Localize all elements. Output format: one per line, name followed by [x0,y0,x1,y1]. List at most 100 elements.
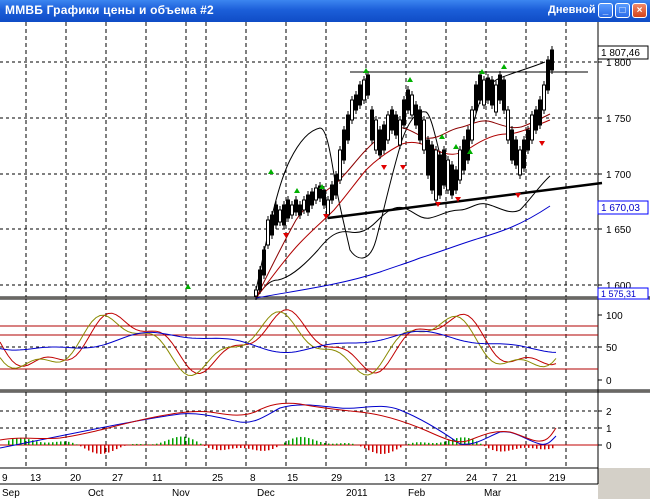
macd-histogram-bar [340,443,342,445]
macd-histogram-bar [488,445,490,449]
candle-body [514,139,518,166]
macd-histogram-bar [104,445,106,454]
x-month-label: Mar [484,488,502,499]
candle-body [446,159,450,191]
osc-tick-50: 50 [606,343,618,354]
macd-histogram-bar [428,442,430,445]
sell-signal-icon [539,141,545,146]
candle-body [422,119,426,151]
candle-body [478,74,482,101]
macd-histogram-bar [164,441,166,445]
x-day-label: 13 [384,473,396,484]
candle-body [454,169,458,191]
candle-body [318,185,322,199]
x-day-label: 9 [560,473,566,484]
candle-body [302,199,306,211]
macd-histogram-bar [200,443,202,445]
candle-body [338,149,342,181]
macd-histogram-bar [244,445,246,449]
candle-body [458,149,462,181]
candle-body [462,139,466,171]
candle-body [262,249,266,276]
macd-histogram-bar [256,445,258,451]
candle-body [390,109,394,131]
x-day-label: 11 [152,473,163,484]
macd-histogram-bar [24,438,26,445]
close-icon[interactable]: × [632,3,647,18]
candle-body [362,79,366,101]
candle-body [282,204,286,226]
macd-histogram-bar [364,445,366,449]
price-tick-1700: 1 700 [606,170,631,181]
x-month-label: Oct [88,488,104,499]
macd-histogram-bar [312,439,314,445]
candle-body [538,99,542,126]
macd-histogram-bar [72,442,74,445]
x-day-label: 24 [466,473,478,484]
candle-body [350,99,354,121]
macd-histogram-bar [372,445,374,453]
minimize-icon[interactable]: _ [598,3,613,18]
macd-histogram-bar [552,445,554,449]
candle-body [410,94,414,116]
macd-histogram-bar [376,445,378,454]
macd-histogram-bar [64,441,66,445]
macd-histogram-bar [168,439,170,445]
candle-body [434,149,438,201]
macd-histogram-bar [416,442,418,445]
macd-histogram-bar [524,445,526,448]
candle-body [370,109,374,141]
macd-histogram-bar [20,437,22,445]
macd-histogram-bar [124,445,126,446]
maximize-icon[interactable]: □ [615,3,630,18]
macd-histogram-bar [352,443,354,445]
macd-histogram-bar [120,445,122,448]
macd-histogram-bar [156,443,158,445]
candle-body [286,199,290,219]
macd-histogram-bar [324,442,326,445]
buy-signal-icon [268,169,274,174]
macd-histogram-bar [264,445,266,451]
macd-histogram-bar [296,437,298,445]
macd-histogram-bar [136,443,138,445]
macd-histogram-bar [60,441,62,445]
macd-histogram-bar [504,445,506,452]
candle-body [466,129,470,161]
macd-histogram-bar [96,445,98,454]
macd-histogram-bar [188,437,190,445]
macd-histogram-bar [184,436,186,445]
candle-body [542,84,546,111]
candle-body [498,74,502,101]
macd-histogram-bar [196,441,198,445]
title-bar[interactable]: ММВБ Графики цены и объема #2 Дневной _ … [0,0,650,22]
macd-histogram-bar [8,440,10,445]
macd-histogram-bar [172,438,174,445]
macd-histogram-bar [460,437,462,445]
macd-histogram-bar [480,443,482,445]
macd-histogram-bar [548,445,550,450]
sell-signal-icon [283,233,289,238]
macd-histogram-bar [100,445,102,454]
macd-histogram-bar [440,442,442,445]
macd-histogram-bar [304,437,306,445]
macd-histogram-bar [528,445,530,448]
timeframe-label[interactable]: Дневной [548,4,596,16]
macd-histogram-bar [476,441,478,445]
candle-body [442,149,446,186]
buy-signal-icon [479,69,485,74]
candle-body [274,204,278,226]
macd-histogram-bar [48,442,50,445]
x-day-label: 20 [70,473,82,484]
macd-histogram-bar [344,443,346,445]
macd-histogram-bar [536,445,538,449]
macd-tick-2: 2 [606,407,612,418]
price-tick-1600: 1 600 [606,281,631,292]
macd-histogram-bar [192,439,194,445]
window-title: ММВБ Графики цены и объема #2 [5,3,214,17]
candle-body [330,184,334,201]
candle-body [518,149,522,176]
buy-signal-icon [407,77,413,82]
macd-histogram-bar [236,445,238,449]
chart-canvas[interactable]: 1 800 1 750 1 700 1 650 1 600 1 807,46 1… [0,22,650,499]
macd-histogram-bar [80,445,82,447]
